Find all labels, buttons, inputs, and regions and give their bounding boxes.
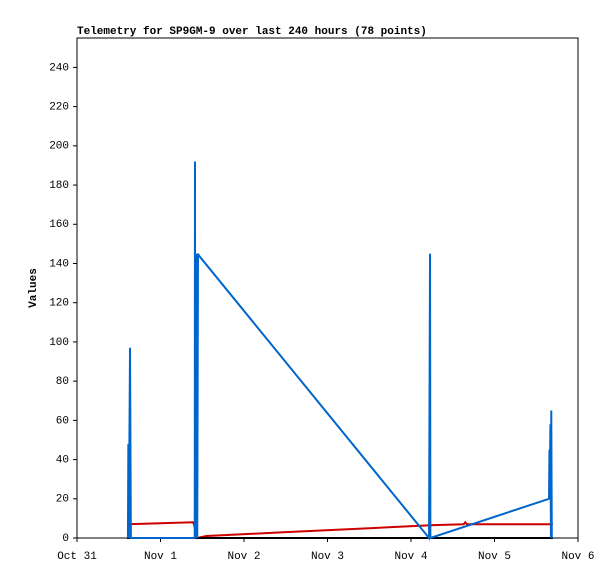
y-tick-label: 20 — [56, 494, 69, 506]
y-tick-label: 200 — [49, 141, 69, 153]
y-tick-label: 180 — [49, 180, 69, 192]
series-line — [127, 520, 553, 540]
y-tick-label: 0 — [62, 533, 69, 545]
y-tick-label: 80 — [56, 376, 69, 388]
x-tick-label: Nov 4 — [394, 551, 427, 563]
x-tick-label: Nov 6 — [561, 551, 594, 563]
y-tick-label: 120 — [49, 298, 69, 310]
x-tick-label: Nov 2 — [227, 551, 260, 563]
y-tick-label: 220 — [49, 102, 69, 114]
y-tick-label: 140 — [49, 258, 69, 270]
y-tick-label: 160 — [49, 219, 69, 231]
x-tick-label: Nov 3 — [311, 551, 344, 563]
y-tick-label: 240 — [49, 62, 69, 74]
chart-title: Telemetry for SP9GM-9 over last 240 hour… — [77, 26, 427, 38]
y-axis-label: Values — [28, 268, 40, 308]
x-tick-label: Nov 1 — [144, 551, 177, 563]
x-tick-label: Oct 31 — [57, 551, 97, 563]
y-tick-label: 100 — [49, 337, 69, 349]
series-line — [126, 161, 553, 541]
y-tick-label: 40 — [56, 454, 69, 466]
y-tick-label: 60 — [56, 415, 69, 427]
x-tick-label: Nov 5 — [478, 551, 511, 563]
